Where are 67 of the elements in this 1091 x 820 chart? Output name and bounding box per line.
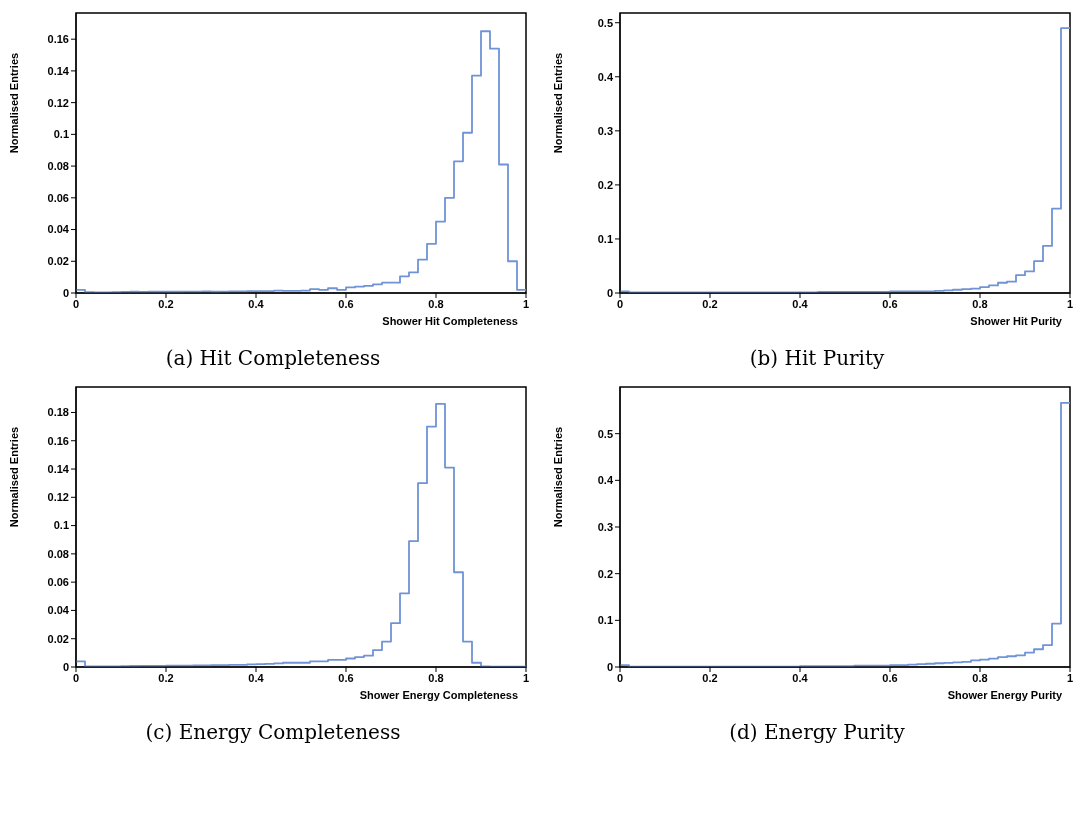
y-tick-label: 0.2 xyxy=(597,178,613,191)
y-tick-label: 0 xyxy=(62,660,69,673)
y-tick-label: 0.12 xyxy=(47,96,69,109)
y-tick-label: 0.02 xyxy=(47,255,69,268)
x-tick-label: 0.6 xyxy=(338,671,354,684)
x-tick-label: 0 xyxy=(616,671,624,684)
y-axis-title: Normalised Entries xyxy=(7,52,20,154)
y-tick-label: 0.3 xyxy=(597,520,613,533)
y-axis-title: Normalised Entries xyxy=(551,52,564,154)
y-tick-label: 0 xyxy=(606,286,613,299)
x-tick-label: 0.8 xyxy=(972,671,988,684)
y-tick-label: 0.08 xyxy=(47,159,69,172)
x-tick-label: 0.4 xyxy=(248,297,265,310)
y-tick-label: 0.4 xyxy=(597,70,614,83)
x-tick-label: 0.6 xyxy=(882,671,898,684)
y-tick-label: 0.12 xyxy=(47,491,69,504)
y-axis-title: Normalised Entries xyxy=(7,426,20,528)
x-tick-label: 0.4 xyxy=(792,297,809,310)
text: (c) Energy Completeness xyxy=(144,720,402,744)
x-axis-title: Shower Hit Purity xyxy=(970,315,1063,327)
x-tick-label: 0.6 xyxy=(882,297,898,310)
x-tick-label: 0 xyxy=(72,671,80,684)
y-tick-label: 0.18 xyxy=(47,406,69,419)
x-tick-label: 0.2 xyxy=(702,297,718,310)
y-tick-label: 0.1 xyxy=(53,128,69,141)
y-tick-label: 0.5 xyxy=(597,427,613,440)
y-tick-label: 0.1 xyxy=(597,232,613,245)
x-axis-title: Shower Hit Completeness xyxy=(382,315,518,327)
y-tick-label: 0.4 xyxy=(597,474,614,487)
y-tick-label: 0.3 xyxy=(597,124,613,137)
x-tick-label: 0.2 xyxy=(702,671,718,684)
y-tick-label: 0.02 xyxy=(47,632,69,645)
x-tick-label: 0.2 xyxy=(158,671,174,684)
y-tick-label: 0.06 xyxy=(47,191,69,204)
x-axis-title: Shower Energy Purity xyxy=(947,689,1063,701)
x-tick-label: 1 xyxy=(1066,297,1074,310)
x-tick-label: 0 xyxy=(616,297,624,310)
x-tick-label: 0 xyxy=(72,297,80,310)
x-tick-label: 0.2 xyxy=(158,297,174,310)
y-tick-label: 0 xyxy=(62,286,69,299)
x-tick-label: 1 xyxy=(522,671,530,684)
y-tick-label: 0.16 xyxy=(47,33,69,46)
x-tick-label: 0.8 xyxy=(428,297,444,310)
y-tick-label: 0.06 xyxy=(47,576,69,589)
y-axis-title: Normalised Entries xyxy=(551,426,564,528)
x-tick-label: 1 xyxy=(522,297,530,310)
y-tick-label: 0.04 xyxy=(47,604,70,617)
x-tick-label: 1 xyxy=(1066,671,1074,684)
x-tick-label: 0.6 xyxy=(338,297,354,310)
x-tick-label: 0.8 xyxy=(972,297,988,310)
y-tick-label: 0.5 xyxy=(597,16,613,29)
x-tick-label: 0.4 xyxy=(248,671,265,684)
y-tick-label: 0.1 xyxy=(53,519,69,532)
text: (a) Hit Completeness xyxy=(164,346,382,370)
x-axis-title: Shower Energy Completeness xyxy=(359,689,518,701)
y-tick-label: 0.14 xyxy=(47,64,70,77)
y-tick-label: 0 xyxy=(606,660,613,673)
y-tick-label: 0.1 xyxy=(597,614,613,627)
y-tick-label: 0.08 xyxy=(47,547,69,560)
y-tick-label: 0.2 xyxy=(597,567,613,580)
text: (b) Hit Purity xyxy=(748,346,886,370)
x-tick-label: 0.8 xyxy=(428,671,444,684)
y-tick-label: 0.14 xyxy=(47,462,70,475)
text: (d) Energy Purity xyxy=(728,720,906,744)
y-tick-label: 0.04 xyxy=(47,223,70,236)
y-tick-label: 0.16 xyxy=(47,434,69,447)
x-tick-label: 0.4 xyxy=(792,671,809,684)
